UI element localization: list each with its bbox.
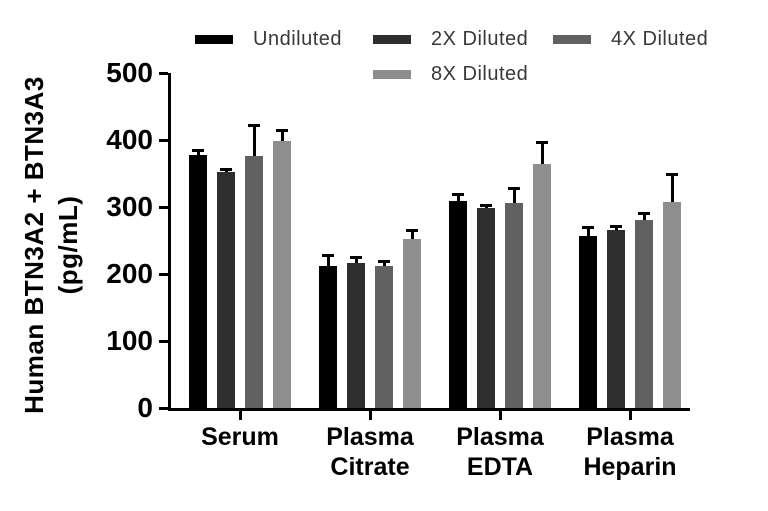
error-bar-undiluted-plasma-edta <box>457 194 460 201</box>
category-label-line: Heparin <box>583 453 677 481</box>
error-bar-4x-diluted-plasma-citrate <box>383 261 386 266</box>
error-bar-cap-2x-diluted-plasma-edta <box>480 204 492 207</box>
error-bar-cap-8x-diluted-plasma-edta <box>536 141 548 144</box>
bar-2x-diluted-plasma-edta <box>477 208 495 408</box>
error-bar-cap-8x-diluted-serum <box>276 129 288 132</box>
y-axis-tick-label: 200 <box>106 258 153 289</box>
error-bar-cap-4x-diluted-serum <box>248 124 260 127</box>
y-axis-tick-label: 500 <box>106 57 153 88</box>
bar-4x-diluted-plasma-citrate <box>375 266 393 408</box>
error-bar-cap-4x-diluted-plasma-heparin <box>638 212 650 215</box>
category-label-line: Plasma <box>456 423 544 451</box>
bar-2x-diluted-plasma-citrate <box>347 263 365 408</box>
y-axis-title: Human BTN3A2 + BTN3A3 (pg/mL) <box>17 25 87 465</box>
y-axis-tick <box>159 206 168 209</box>
bar-8x-diluted-plasma-citrate <box>403 239 421 408</box>
y-axis-title-line1: Human BTN3A2 + BTN3A3 <box>19 76 49 414</box>
category-label-line: Plasma <box>326 423 414 451</box>
legend-item-2x-diluted: 2X Diluted <box>373 28 528 50</box>
category-label-line: Plasma <box>586 423 674 451</box>
bar-undiluted-plasma-citrate <box>319 266 337 408</box>
x-axis-tick <box>369 411 372 420</box>
error-bar-4x-diluted-plasma-heparin <box>643 213 646 220</box>
x-axis-category-label-plasma-heparin: Plasma Heparin <box>540 422 720 482</box>
bar-4x-diluted-serum <box>245 156 263 408</box>
error-bar-cap-4x-diluted-plasma-citrate <box>378 260 390 263</box>
error-bar-cap-2x-diluted-plasma-heparin <box>610 225 622 228</box>
y-axis-tick-label: 300 <box>106 191 153 222</box>
error-bar-4x-diluted-plasma-edta <box>513 188 516 203</box>
error-bar-8x-diluted-plasma-heparin <box>671 174 674 202</box>
bar-undiluted-serum <box>189 155 207 408</box>
y-axis-tick <box>159 273 168 276</box>
error-bar-2x-diluted-plasma-citrate <box>355 257 358 263</box>
error-bar-4x-diluted-serum <box>253 125 256 156</box>
legend-label-4x-diluted: 4X Diluted <box>611 27 709 50</box>
y-axis-tick-label: 400 <box>106 124 153 155</box>
x-axis-tick <box>629 411 632 420</box>
error-bar-cap-8x-diluted-plasma-citrate <box>406 229 418 232</box>
error-bar-undiluted-plasma-citrate <box>327 255 330 266</box>
x-axis-tick <box>499 411 502 420</box>
category-label-line: EDTA <box>466 453 534 481</box>
y-axis-tick <box>159 407 168 410</box>
error-bar-8x-diluted-plasma-edta <box>541 142 544 164</box>
bar-2x-diluted-plasma-heparin <box>607 230 625 408</box>
legend-label-undiluted: Undiluted <box>253 27 343 50</box>
y-axis-tick <box>159 340 168 343</box>
y-axis-tick <box>159 139 168 142</box>
category-label-line: Serum <box>201 423 279 451</box>
error-bar-cap-undiluted-serum <box>192 149 204 152</box>
x-axis-category-label-plasma-citrate: Plasma Citrate <box>280 422 460 482</box>
error-bar-undiluted-serum <box>197 150 200 155</box>
error-bar-8x-diluted-serum <box>281 130 284 141</box>
error-bar-undiluted-plasma-heparin <box>587 227 590 236</box>
bar-8x-diluted-serum <box>273 141 291 408</box>
y-axis-tick-label: 100 <box>106 325 153 356</box>
bar-undiluted-plasma-heparin <box>579 236 597 408</box>
legend-label-8x-diluted: 8X Diluted <box>431 62 529 85</box>
error-bar-cap-undiluted-plasma-citrate <box>322 254 334 257</box>
legend-swatch-8x-diluted <box>373 69 411 79</box>
error-bar-cap-4x-diluted-plasma-edta <box>508 187 520 190</box>
error-bar-8x-diluted-plasma-citrate <box>411 230 414 239</box>
bar-2x-diluted-serum <box>217 172 235 408</box>
y-axis-tick <box>159 72 168 75</box>
plot-area <box>168 73 690 411</box>
legend-swatch-undiluted <box>195 34 233 44</box>
error-bar-cap-2x-diluted-plasma-citrate <box>350 256 362 259</box>
bar-8x-diluted-plasma-heparin <box>663 202 681 408</box>
legend-label-2x-diluted: 2X Diluted <box>431 27 529 50</box>
x-axis-tick <box>239 411 242 420</box>
bar-4x-diluted-plasma-heparin <box>635 220 653 408</box>
error-bar-cap-8x-diluted-plasma-heparin <box>666 173 678 176</box>
legend-swatch-2x-diluted <box>373 34 411 44</box>
bar-undiluted-plasma-edta <box>449 201 467 408</box>
x-axis-category-label-plasma-edta: Plasma EDTA <box>410 422 590 482</box>
bar-4x-diluted-plasma-edta <box>505 203 523 408</box>
error-bar-2x-diluted-plasma-heparin <box>615 226 618 230</box>
error-bar-cap-undiluted-plasma-edta <box>452 193 464 196</box>
legend-swatch-4x-diluted <box>553 34 591 44</box>
x-axis-category-label-serum: Serum <box>150 422 330 452</box>
legend-item-undiluted: Undiluted <box>195 28 342 50</box>
category-label-line: Citrate <box>330 453 410 481</box>
legend-item-4x-diluted: 4X Diluted <box>553 28 708 50</box>
y-axis-tick-label: 0 <box>137 392 153 423</box>
error-bar-cap-undiluted-plasma-heparin <box>582 226 594 229</box>
error-bar-cap-2x-diluted-serum <box>220 168 232 171</box>
bar-8x-diluted-plasma-edta <box>533 164 551 408</box>
y-axis-title-line2: (pg/mL) <box>53 195 83 295</box>
legend-item-8x-diluted: 8X Diluted <box>373 63 528 85</box>
